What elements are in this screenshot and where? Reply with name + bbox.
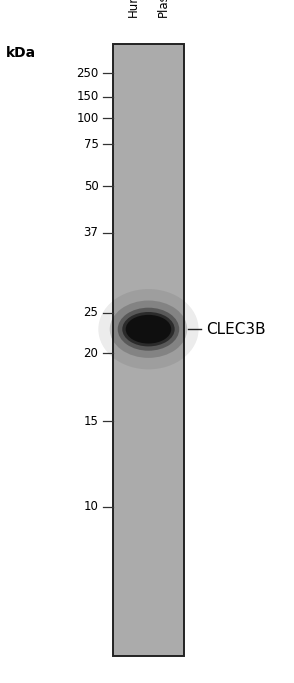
Bar	[113, 44, 184, 656]
Text: Human: Human	[127, 0, 140, 17]
Text: 100: 100	[76, 111, 98, 125]
Text: 15: 15	[83, 415, 98, 428]
Text: 10: 10	[83, 500, 98, 514]
Text: 250: 250	[76, 66, 98, 80]
Text: 20: 20	[83, 346, 98, 360]
Text: 37: 37	[83, 226, 98, 240]
Text: 50: 50	[84, 180, 98, 193]
Ellipse shape	[118, 307, 179, 351]
Text: 150: 150	[76, 90, 98, 104]
Ellipse shape	[98, 289, 199, 370]
Text: 25: 25	[83, 306, 98, 320]
Text: Plasma: Plasma	[157, 0, 170, 17]
Text: kDa: kDa	[6, 46, 36, 60]
Ellipse shape	[110, 301, 187, 358]
Text: CLEC3B: CLEC3B	[206, 322, 265, 337]
Text: 75: 75	[83, 137, 98, 151]
Ellipse shape	[126, 315, 171, 344]
Ellipse shape	[122, 312, 175, 346]
